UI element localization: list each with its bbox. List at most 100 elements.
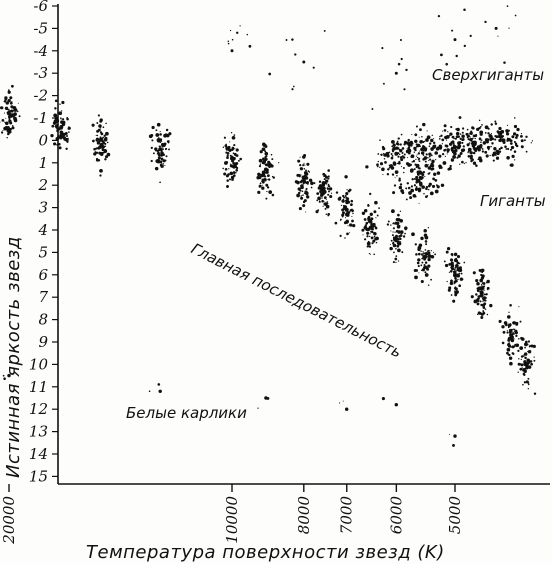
star-point [477,147,481,152]
star-point [420,253,424,256]
x-tick-label: 20000 [0,496,18,545]
star-point [521,367,523,369]
star-point [8,117,11,120]
star-point [469,34,472,38]
star-point [428,155,431,158]
star-point [391,173,395,176]
star-point [441,152,445,156]
star-point [316,199,319,202]
star-point [396,240,398,242]
star-point [443,129,447,132]
star-point [479,294,483,298]
star-point [305,181,309,185]
star-point [507,343,510,346]
star-point [425,185,429,189]
star-point [362,234,364,236]
star-point [455,131,460,136]
star-point [533,356,535,358]
star-point [390,156,394,160]
star-point [361,228,365,232]
star-point [397,238,400,240]
y-tick-label: 2 [37,176,48,194]
y-tick-label: -1 [33,109,48,127]
y-tick-label: 5 [38,243,48,261]
star-point [476,282,480,286]
star-point [233,134,236,136]
star-point [94,151,97,153]
star-point [257,407,259,409]
y-tick-label: 11 [29,378,48,396]
star-point [369,221,371,224]
star-point [446,139,448,141]
star-point [224,144,228,147]
star-point [160,154,163,157]
star-point [317,196,321,201]
star-point [395,247,397,250]
star-point [493,147,497,151]
star-point [527,382,530,384]
star-point [400,189,404,193]
star-point [471,142,475,145]
star-point [320,184,322,186]
star-point [54,116,59,121]
star-point [161,150,163,152]
star-point [415,158,417,161]
star-point [504,145,507,148]
star-point [409,163,413,167]
star-point [415,155,417,157]
star-point [446,246,451,251]
star-point [2,374,5,377]
star-point [386,223,390,226]
star-point [346,210,348,212]
star-point [415,180,419,184]
star-point [300,174,302,176]
star-point [467,154,471,158]
star-point [429,164,433,168]
star-point [403,88,406,91]
star-point [266,396,270,400]
star-point [297,159,301,163]
star-point [50,133,54,138]
star-point [152,152,155,155]
star-point [427,156,429,159]
star-point [483,285,486,288]
star-point [484,308,487,310]
star-point [513,330,516,332]
star-point [491,153,495,157]
star-point [506,351,509,355]
star-point [395,146,399,150]
star-point [398,179,401,182]
star-point [229,29,232,32]
star-point [369,235,371,238]
star-point [481,303,486,307]
star-point [292,85,295,88]
star-point [321,191,325,196]
star-point [102,136,105,139]
star-point [9,127,12,131]
x-tick-label: 5000 [446,496,464,535]
star-point [428,152,432,156]
star-point [262,157,265,161]
star-point [97,159,101,162]
star-point [527,365,532,369]
star-point [461,134,465,139]
star-point [342,211,345,215]
star-point [95,147,98,150]
star-point [308,171,311,173]
star-point [448,263,452,266]
star-point [100,152,104,157]
star-point [458,284,462,288]
star-point [522,383,524,386]
star-point [399,183,403,186]
star-point [99,139,103,142]
star-point [56,143,58,146]
star-point [229,157,233,160]
star-point [509,148,513,151]
star-point [485,154,489,158]
star-point [158,145,160,147]
star-point [299,163,302,167]
star-point [411,232,415,237]
star-point [476,313,479,316]
